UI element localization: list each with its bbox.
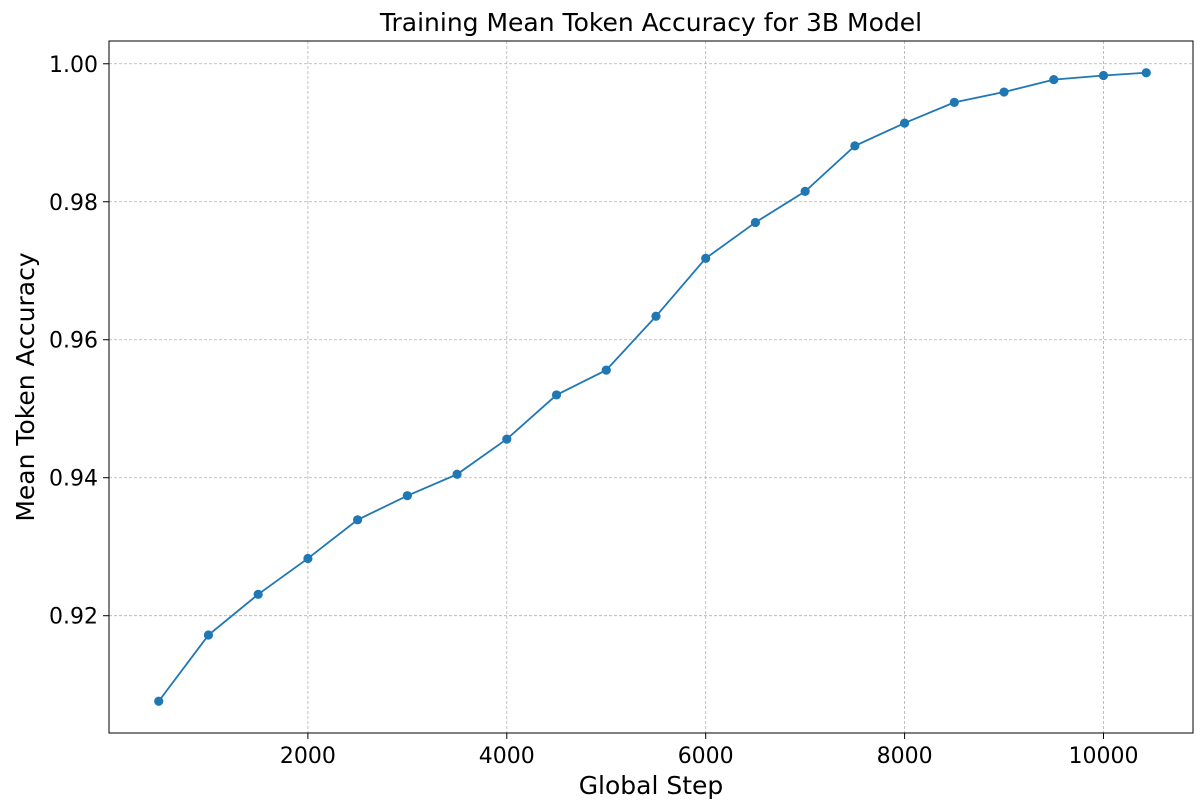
plot-frame <box>108 40 1194 734</box>
data-point <box>452 469 462 479</box>
y-tick-label: 0.96 <box>49 329 98 354</box>
grid-lines <box>109 41 1193 733</box>
data-point <box>253 589 263 599</box>
x-tick-label: 6000 <box>678 744 734 769</box>
data-point <box>203 630 214 640</box>
data-point <box>1049 75 1059 85</box>
x-tick-label: 10000 <box>1068 744 1138 769</box>
y-tick-label: 0.94 <box>49 467 98 492</box>
data-point <box>402 491 412 501</box>
data-point <box>1098 70 1109 81</box>
data-point <box>899 118 910 128</box>
data-point <box>701 253 711 263</box>
y-tick-label: 0.92 <box>49 605 98 630</box>
x-axis-label: Global Step <box>579 771 724 800</box>
data-point <box>551 390 562 400</box>
y-tick-label: 1.00 <box>49 53 98 78</box>
y-axis-label: Mean Token Accuracy <box>11 252 40 521</box>
x-tick-label: 4000 <box>479 744 535 769</box>
data-point <box>850 141 860 151</box>
series-line <box>158 71 1147 702</box>
data-point <box>303 553 313 564</box>
data-point <box>353 515 363 525</box>
x-tick-label: 2000 <box>280 744 336 769</box>
axis-ticks: 2000 4000 6000 8000 10000 0.92 0.94 0.96 0.98 1.0… <box>49 53 1138 769</box>
x-tick-label: 8000 <box>877 744 933 769</box>
data-point <box>1141 68 1151 78</box>
data-point <box>949 97 959 108</box>
data-point <box>999 87 1009 97</box>
data-point <box>502 434 512 444</box>
chart-title: Training Mean Token Accuracy for 3B Mode… <box>379 8 922 37</box>
data-point <box>800 186 810 197</box>
data-point <box>154 696 164 706</box>
y-tick-label: 0.98 <box>49 191 98 216</box>
data-point <box>750 217 761 228</box>
data-point <box>651 311 661 321</box>
data-series <box>154 68 1151 706</box>
data-point <box>601 365 611 375</box>
